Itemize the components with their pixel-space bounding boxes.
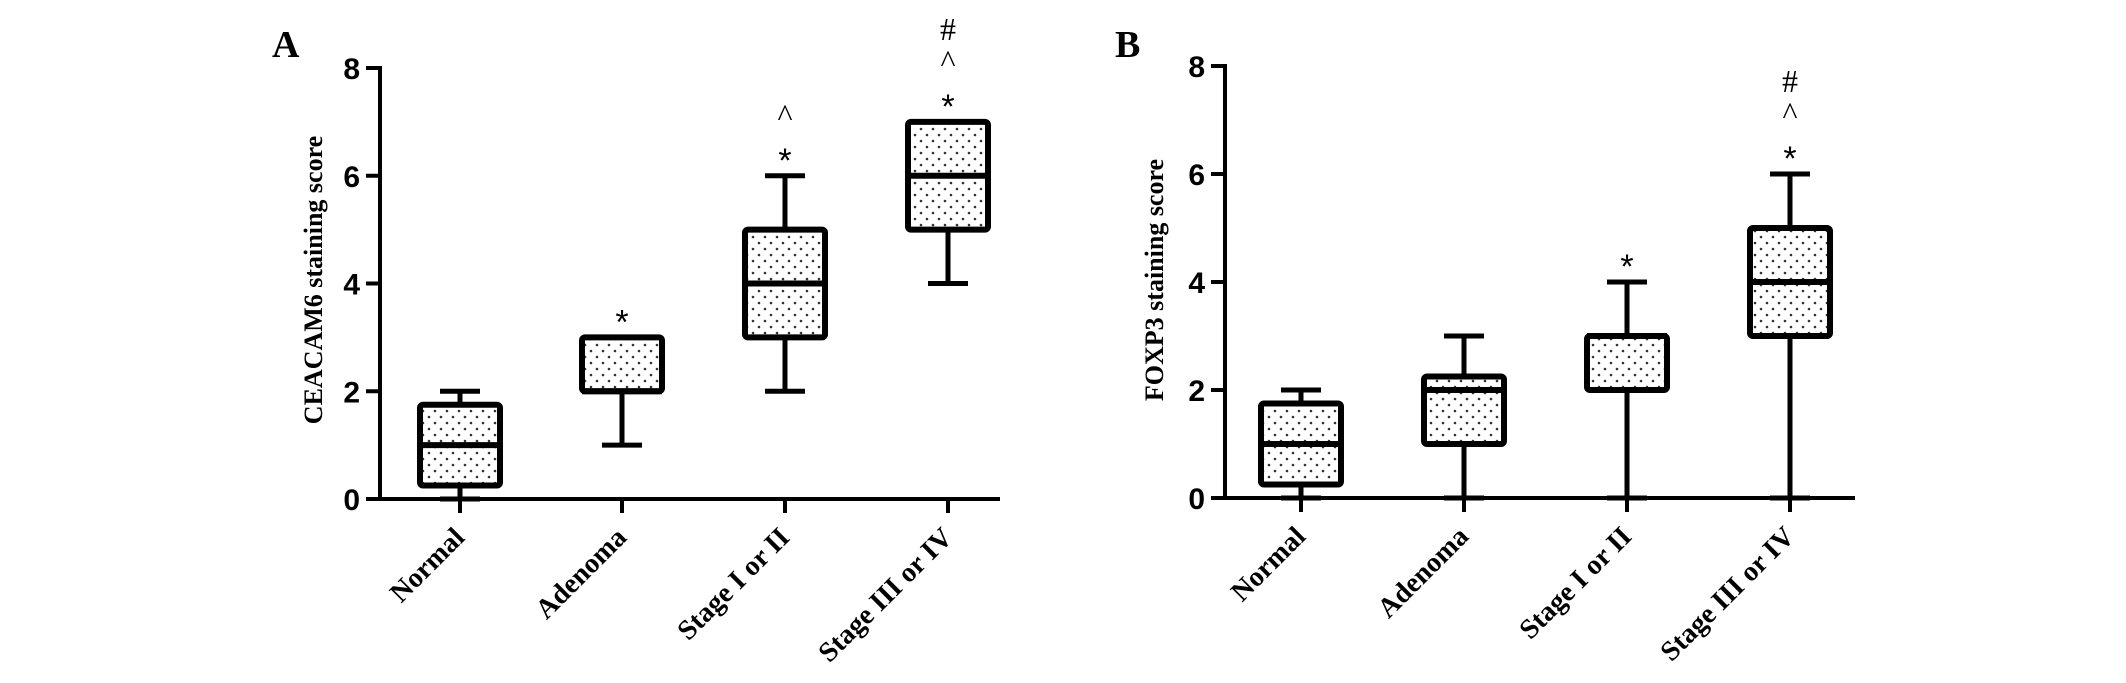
y-tick-label: 0: [1188, 483, 1205, 516]
box-plot: *: [579, 303, 665, 448]
y-tick-label: 0: [343, 484, 360, 517]
x-tick-label: Stage III or IV: [813, 522, 959, 668]
x-tick-label: Normal: [1225, 521, 1312, 608]
significance-marker: *: [1783, 140, 1796, 178]
box-plot: *^: [742, 97, 828, 394]
x-tick-label: Stage III or IV: [1655, 521, 1801, 667]
significance-marker: *: [615, 303, 628, 341]
box-plot: [1421, 333, 1507, 501]
y-tick-label: 6: [1188, 159, 1205, 192]
box: [1421, 373, 1507, 447]
significance-marker: *: [1620, 248, 1633, 286]
y-tick-label: 8: [343, 53, 360, 86]
box-plot: [417, 388, 503, 502]
box-plot: *: [1584, 248, 1670, 501]
panel-letter: B: [1115, 24, 1140, 66]
significance-marker: ^: [940, 43, 955, 79]
panel-a: A CEACAM6 staining score 0 2 4 6 8 Normal Aden…: [272, 11, 1000, 668]
box-plot: [1258, 387, 1344, 501]
significance-marker: ^: [1782, 95, 1797, 131]
significance-marker: *: [941, 88, 954, 126]
y-tick-label: 4: [343, 269, 360, 302]
significance-marker: #: [940, 11, 956, 47]
y-axis-label: FOXP3 staining score: [1140, 159, 1169, 401]
y-tick-label: 6: [343, 161, 360, 194]
box-plot: * ^#: [905, 11, 991, 286]
x-tick-label: Normal: [384, 522, 471, 609]
x-tick-label: Stage I or II: [1514, 521, 1638, 645]
box-plot: * ^#: [1747, 63, 1833, 501]
y-tick-label: 2: [1188, 375, 1205, 408]
panel-b: B FOXP3 staining score 0 2 4 6 8 Normal Adenom…: [1115, 24, 1855, 667]
box: [579, 334, 665, 395]
significance-marker: ^: [777, 97, 792, 133]
box: [1584, 333, 1670, 393]
significance-marker: *: [778, 142, 791, 180]
x-tick-label: Adenoma: [1372, 521, 1475, 624]
y-tick-label: 2: [343, 376, 360, 409]
x-tick-label: Stage I or II: [672, 522, 796, 646]
significance-marker: #: [1782, 63, 1798, 99]
panel-letter: A: [272, 24, 300, 66]
y-axis-label: CEACAM6 staining score: [299, 136, 328, 424]
y-tick-label: 4: [1188, 267, 1205, 300]
y-tick-label: 8: [1188, 51, 1205, 84]
x-tick-label: Adenoma: [530, 522, 633, 625]
